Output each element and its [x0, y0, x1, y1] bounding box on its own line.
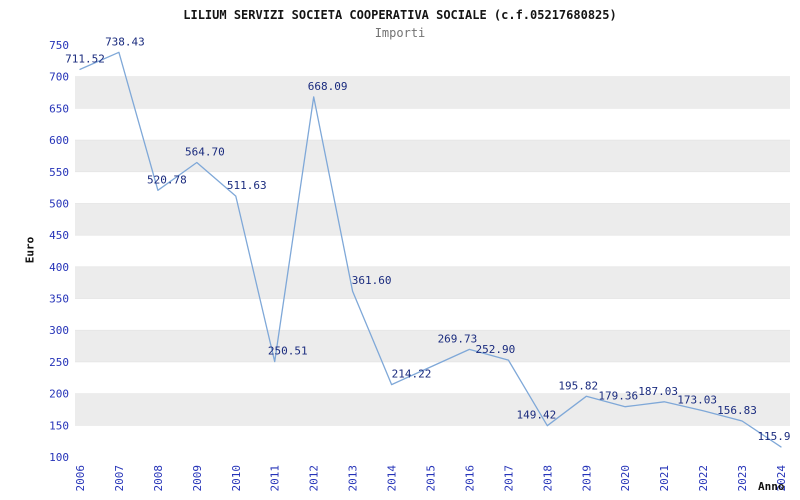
x-tick-label: 2018	[541, 465, 554, 492]
x-tick-label: 2013	[347, 465, 360, 492]
x-tick-label: 2019	[580, 465, 593, 492]
x-tick-label: 2007	[113, 465, 126, 492]
chart-title: LILIUM SERVIZI SOCIETA COOPERATIVA SOCIA…	[183, 8, 617, 22]
x-tick-label: 2008	[152, 465, 165, 492]
y-tick-label: 450	[49, 229, 69, 242]
data-point-label: 511.63	[227, 179, 267, 192]
data-point-label: 738.43	[105, 35, 145, 48]
grid-band	[75, 266, 790, 299]
data-point-label: 149.42	[516, 409, 556, 422]
x-tick-label: 2010	[230, 465, 243, 492]
data-point-label: 564.70	[185, 145, 225, 158]
chart-subtitle: Importi	[374, 26, 426, 40]
x-tick-label: 2020	[619, 465, 632, 492]
y-tick-label: 600	[49, 134, 69, 147]
y-tick-label: 400	[49, 261, 69, 274]
x-tick-label: 2012	[308, 465, 321, 492]
x-axis-label: Anno	[758, 480, 785, 493]
x-tick-label: 2022	[697, 465, 710, 492]
data-point-label: 187.03	[638, 385, 678, 398]
data-point-label: 252.90	[476, 343, 516, 356]
x-tick-label: 2021	[658, 465, 671, 492]
y-tick-label: 350	[49, 293, 69, 306]
y-tick-label: 150	[49, 419, 69, 432]
x-tick-label: 2016	[463, 465, 476, 492]
y-tick-label: 200	[49, 388, 69, 401]
y-tick-label: 250	[49, 356, 69, 369]
grid-band	[75, 76, 790, 109]
grid-band	[75, 203, 790, 236]
y-tick-label: 750	[49, 39, 69, 52]
grid-band	[75, 393, 790, 426]
data-point-label: 361.60	[352, 274, 392, 287]
grid-band	[75, 330, 790, 362]
x-tick-label: 2014	[386, 465, 399, 492]
data-point-label: 668.09	[308, 80, 348, 93]
y-tick-label: 700	[49, 71, 69, 84]
data-point-label: 156.83	[717, 404, 757, 417]
y-tick-label: 650	[49, 102, 69, 115]
data-point-label: 214.22	[392, 368, 432, 381]
data-point-label: 269.73	[438, 332, 478, 345]
x-tick-label: 2024	[775, 465, 788, 492]
trend-line	[79, 51, 782, 448]
data-point-label: 711.52	[65, 52, 105, 65]
x-tick-label: 2006	[74, 465, 87, 492]
y-tick-label: 100	[49, 451, 69, 464]
x-tick-label: 2011	[269, 465, 282, 492]
x-tick-label: 2009	[191, 465, 204, 492]
y-tick-label: 550	[49, 166, 69, 179]
x-tick-label: 2017	[502, 465, 515, 492]
x-tick-label: 2023	[736, 465, 749, 492]
data-point-label: 195.82	[558, 379, 598, 392]
data-point-label: 520.78	[147, 173, 187, 186]
y-tick-label: 300	[49, 324, 69, 337]
y-tick-label: 500	[49, 197, 69, 210]
data-point-label: 179.36	[598, 390, 638, 403]
grid-band	[75, 140, 790, 172]
data-point-label: 115.9	[757, 430, 790, 443]
x-tick-label: 2015	[425, 465, 438, 492]
data-point-label: 173.03	[677, 394, 717, 407]
data-point-label: 250.51	[268, 345, 308, 358]
